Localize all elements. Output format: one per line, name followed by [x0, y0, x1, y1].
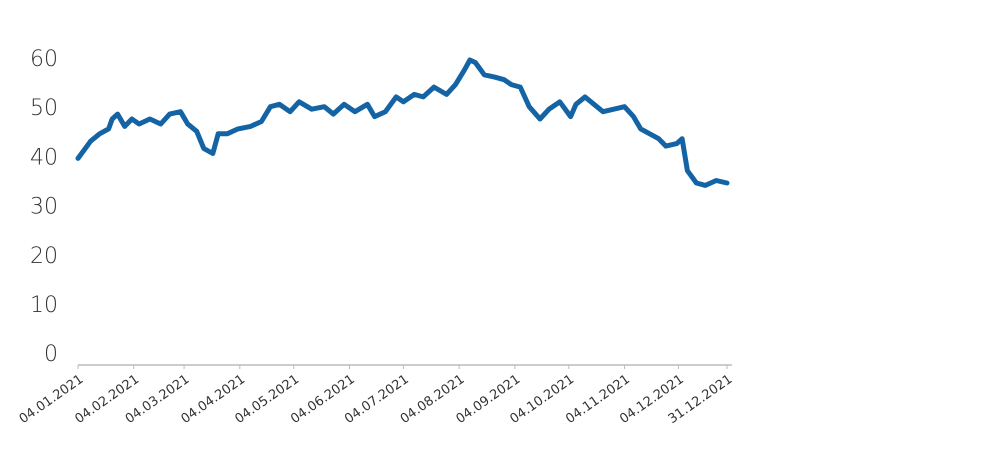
y-tick-label: 0: [44, 342, 58, 367]
y-tick-label: 60: [30, 47, 58, 72]
y-tick-label: 10: [30, 293, 58, 318]
y-tick-label: 30: [30, 195, 58, 220]
y-tick-label: 50: [30, 96, 58, 121]
y-tick-label: 20: [30, 244, 58, 269]
y-tick-label: 40: [30, 145, 58, 170]
line: [75, 57, 730, 188]
